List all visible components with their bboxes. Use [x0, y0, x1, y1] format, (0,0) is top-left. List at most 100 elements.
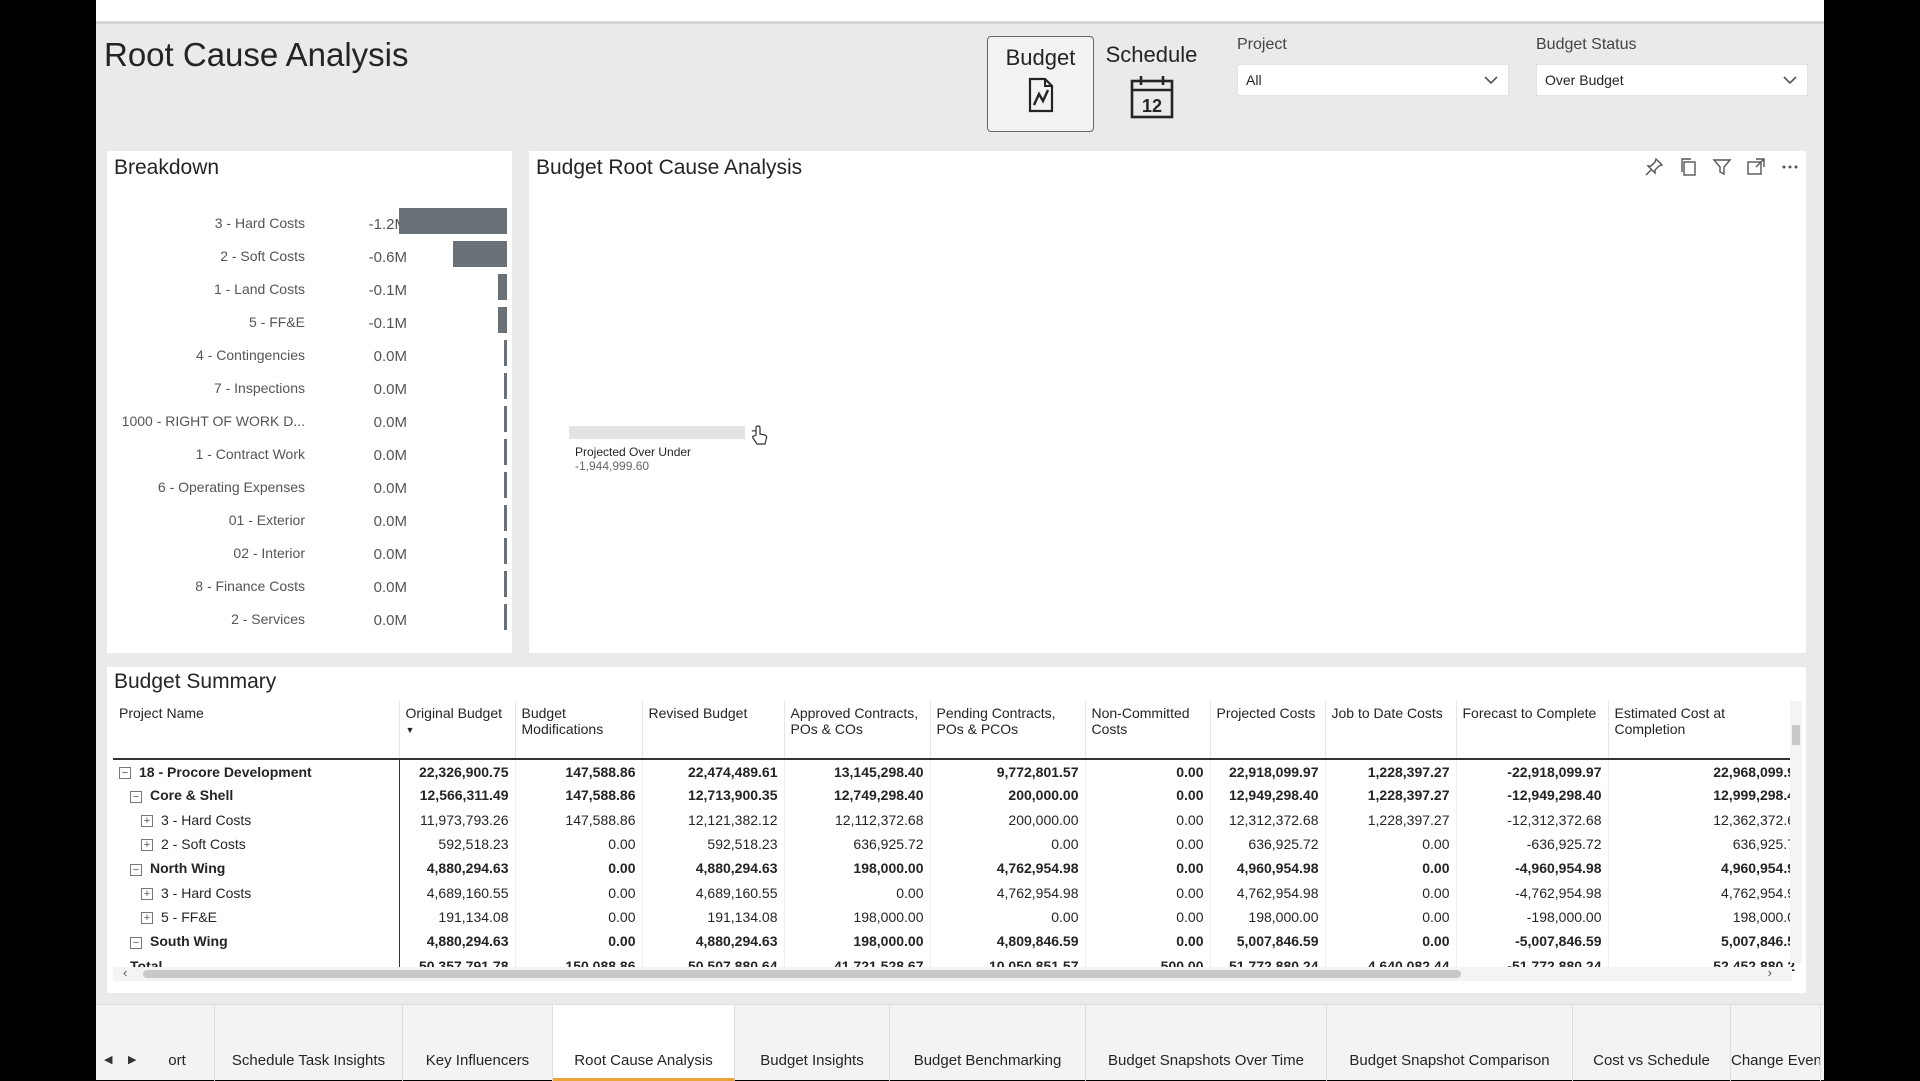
project-name-cell: − South Wing: [113, 929, 400, 954]
scroll-right-icon[interactable]: ›: [1767, 965, 1772, 980]
column-header[interactable]: Estimated Cost at Completion: [1607, 701, 1801, 759]
breakdown-row[interactable]: 1 - Contract Work 0.0M: [107, 439, 507, 472]
table-cell: 0.00: [1084, 880, 1210, 905]
page-tab[interactable]: Schedule Task Insights: [215, 1005, 403, 1081]
breakdown-bar[interactable]: [498, 274, 507, 300]
table-horizontal-scrollbar[interactable]: ‹ ›: [113, 965, 1792, 981]
column-header-label: Non-Committed Costs: [1091, 705, 1190, 737]
table-row[interactable]: +2 - Soft Costs 592,518.23 0.00 592,518.23 6…: [113, 831, 1801, 857]
breakdown-row[interactable]: 8 - Finance Costs 0.0M: [107, 571, 507, 604]
breakdown-row[interactable]: 2 - Soft Costs -0.6M: [107, 241, 507, 274]
collapse-icon[interactable]: −: [130, 936, 142, 949]
breakdown-row[interactable]: 4 - Contingencies 0.0M: [107, 340, 507, 373]
breakdown-bar[interactable]: [504, 505, 507, 531]
breakdown-row[interactable]: 2 - Services 0.0M: [107, 604, 507, 637]
breakdown-value-label: -0.1M: [368, 282, 407, 299]
breakdown-bar[interactable]: [504, 604, 507, 630]
page-tab[interactable]: Root Cause Analysis: [553, 1005, 735, 1081]
rca-root-node[interactable]: Projected Over Under -1,944,999.60: [569, 426, 745, 473]
breakdown-bar[interactable]: [504, 340, 507, 366]
table-cell: 4,762,954.98: [929, 856, 1085, 881]
more-options-icon[interactable]: [1780, 157, 1800, 177]
focus-mode-icon[interactable]: [1746, 157, 1766, 177]
table-row[interactable]: +3 - Hard Costs 11,973,793.26 147,588.86 12…: [113, 807, 1801, 832]
collapse-icon[interactable]: −: [130, 863, 142, 876]
page-tab[interactable]: Cost vs Schedule: [1573, 1005, 1731, 1081]
page-tab[interactable]: ort: [140, 1005, 215, 1081]
column-header[interactable]: Job to Date Costs: [1324, 701, 1456, 759]
column-header[interactable]: Forecast to Complete: [1455, 701, 1608, 759]
breakdown-row[interactable]: 3 - Hard Costs -1.2M: [107, 208, 507, 241]
column-header[interactable]: Pending Contracts, POs & PCOs: [929, 701, 1085, 759]
table-row[interactable]: +5 - FF&E 191,134.08 0.00 191,134.08 198,000…: [113, 904, 1801, 930]
breakdown-bar[interactable]: [504, 571, 507, 597]
column-header-label: Approved Contracts, POs & COs: [790, 705, 919, 737]
column-header[interactable]: Budget Modifications: [514, 701, 642, 759]
breakdown-row[interactable]: 02 - Interior 0.0M: [107, 538, 507, 571]
table-cell: 12,999,298.4: [1607, 783, 1801, 808]
column-header[interactable]: Original Budget ▼: [398, 701, 515, 759]
breakdown-row[interactable]: 1000 - RIGHT OF WORK D... 0.0M: [107, 406, 507, 439]
page-tab[interactable]: Budget Snapshot Comparison: [1327, 1005, 1573, 1081]
project-name-label: 18 - Procore Development: [139, 763, 312, 780]
breakdown-bar[interactable]: [399, 208, 507, 234]
budget-nav-button[interactable]: Budget: [987, 36, 1094, 132]
expand-icon[interactable]: +: [141, 887, 153, 900]
budget-status-dropdown[interactable]: Over Budget: [1536, 64, 1808, 96]
breakdown-row[interactable]: 5 - FF&E -0.1M: [107, 307, 507, 340]
filter-icon[interactable]: [1712, 157, 1732, 177]
horizontal-scroll-thumb[interactable]: [143, 970, 1461, 978]
breakdown-bar[interactable]: [504, 373, 507, 399]
breakdown-row[interactable]: 01 - Exterior 0.0M: [107, 505, 507, 538]
collapse-icon[interactable]: −: [119, 766, 131, 779]
breakdown-bar[interactable]: [504, 439, 507, 465]
tab-scroll-left-icon[interactable]: ◀: [104, 1054, 113, 1066]
column-header[interactable]: Revised Budget: [641, 701, 784, 759]
page-tab[interactable]: Budget Benchmarking: [890, 1005, 1086, 1081]
table-row[interactable]: +3 - Hard Costs 4,689,160.55 0.00 4,689,160…: [113, 880, 1801, 905]
table-cell: -636,925.72: [1455, 831, 1608, 857]
pin-icon[interactable]: [1644, 157, 1664, 177]
breakdown-bar[interactable]: [504, 472, 507, 498]
table-row[interactable]: − Core & Shell 12,566,311.49 147,588.86 12,7…: [113, 783, 1801, 808]
table-row[interactable]: −18 - Procore Development 22,326,900.75 14…: [113, 759, 1801, 784]
page-tab[interactable]: Budget Snapshots Over Time: [1086, 1005, 1327, 1081]
breakdown-category-label: 2 - Services: [231, 611, 305, 627]
breakdown-bar[interactable]: [504, 406, 507, 432]
chevron-down-icon: [1484, 76, 1498, 85]
page-tab[interactable]: Change Even: [1731, 1005, 1821, 1081]
project-dropdown[interactable]: All: [1237, 64, 1509, 96]
breakdown-row[interactable]: 7 - Inspections 0.0M: [107, 373, 507, 406]
expand-icon[interactable]: +: [141, 912, 153, 925]
breakdown-bar[interactable]: [498, 307, 507, 333]
column-header[interactable]: Projected Costs: [1209, 701, 1325, 759]
vertical-scroll-thumb[interactable]: [1792, 725, 1800, 745]
table-cell: 4,689,160.55: [641, 880, 784, 905]
table-row[interactable]: − South Wing 4,880,294.63 0.00 4,880,294.63 1…: [113, 929, 1801, 954]
table-row[interactable]: − North Wing 4,880,294.63 0.00 4,880,294.63 1…: [113, 856, 1801, 881]
scroll-left-icon[interactable]: ‹: [123, 965, 128, 980]
collapse-icon[interactable]: −: [130, 790, 142, 803]
table-cell: 592,518.23: [398, 831, 515, 857]
page-tab[interactable]: Budget Insights: [735, 1005, 890, 1081]
table-vertical-scrollbar[interactable]: [1790, 701, 1802, 963]
breakdown-row[interactable]: 1 - Land Costs -0.1M: [107, 274, 507, 307]
column-header[interactable]: Project Name: [113, 701, 399, 759]
column-header[interactable]: Approved Contracts, POs & COs: [783, 701, 930, 759]
page-tab[interactable]: Key Influencers: [403, 1005, 553, 1081]
table-cell: 12,566,311.49: [398, 783, 515, 808]
copy-icon[interactable]: [1678, 157, 1698, 177]
expand-icon[interactable]: +: [141, 815, 153, 828]
tab-scroll-right-icon[interactable]: ▶: [128, 1054, 137, 1066]
expand-icon[interactable]: +: [141, 839, 153, 852]
column-header[interactable]: Non-Committed Costs: [1084, 701, 1210, 759]
breakdown-bar[interactable]: [504, 538, 507, 564]
table-cell: 200,000.00: [929, 807, 1085, 832]
breakdown-bar[interactable]: [453, 241, 507, 267]
calendar-day: 12: [1141, 96, 1161, 116]
project-name-cell: −18 - Procore Development: [113, 759, 400, 784]
breakdown-category-label: 3 - Hard Costs: [214, 215, 305, 231]
schedule-nav-button[interactable]: Schedule 12: [1098, 34, 1205, 130]
column-header-label: Job to Date Costs: [1331, 705, 1443, 721]
breakdown-row[interactable]: 6 - Operating Expenses 0.0M: [107, 472, 507, 505]
